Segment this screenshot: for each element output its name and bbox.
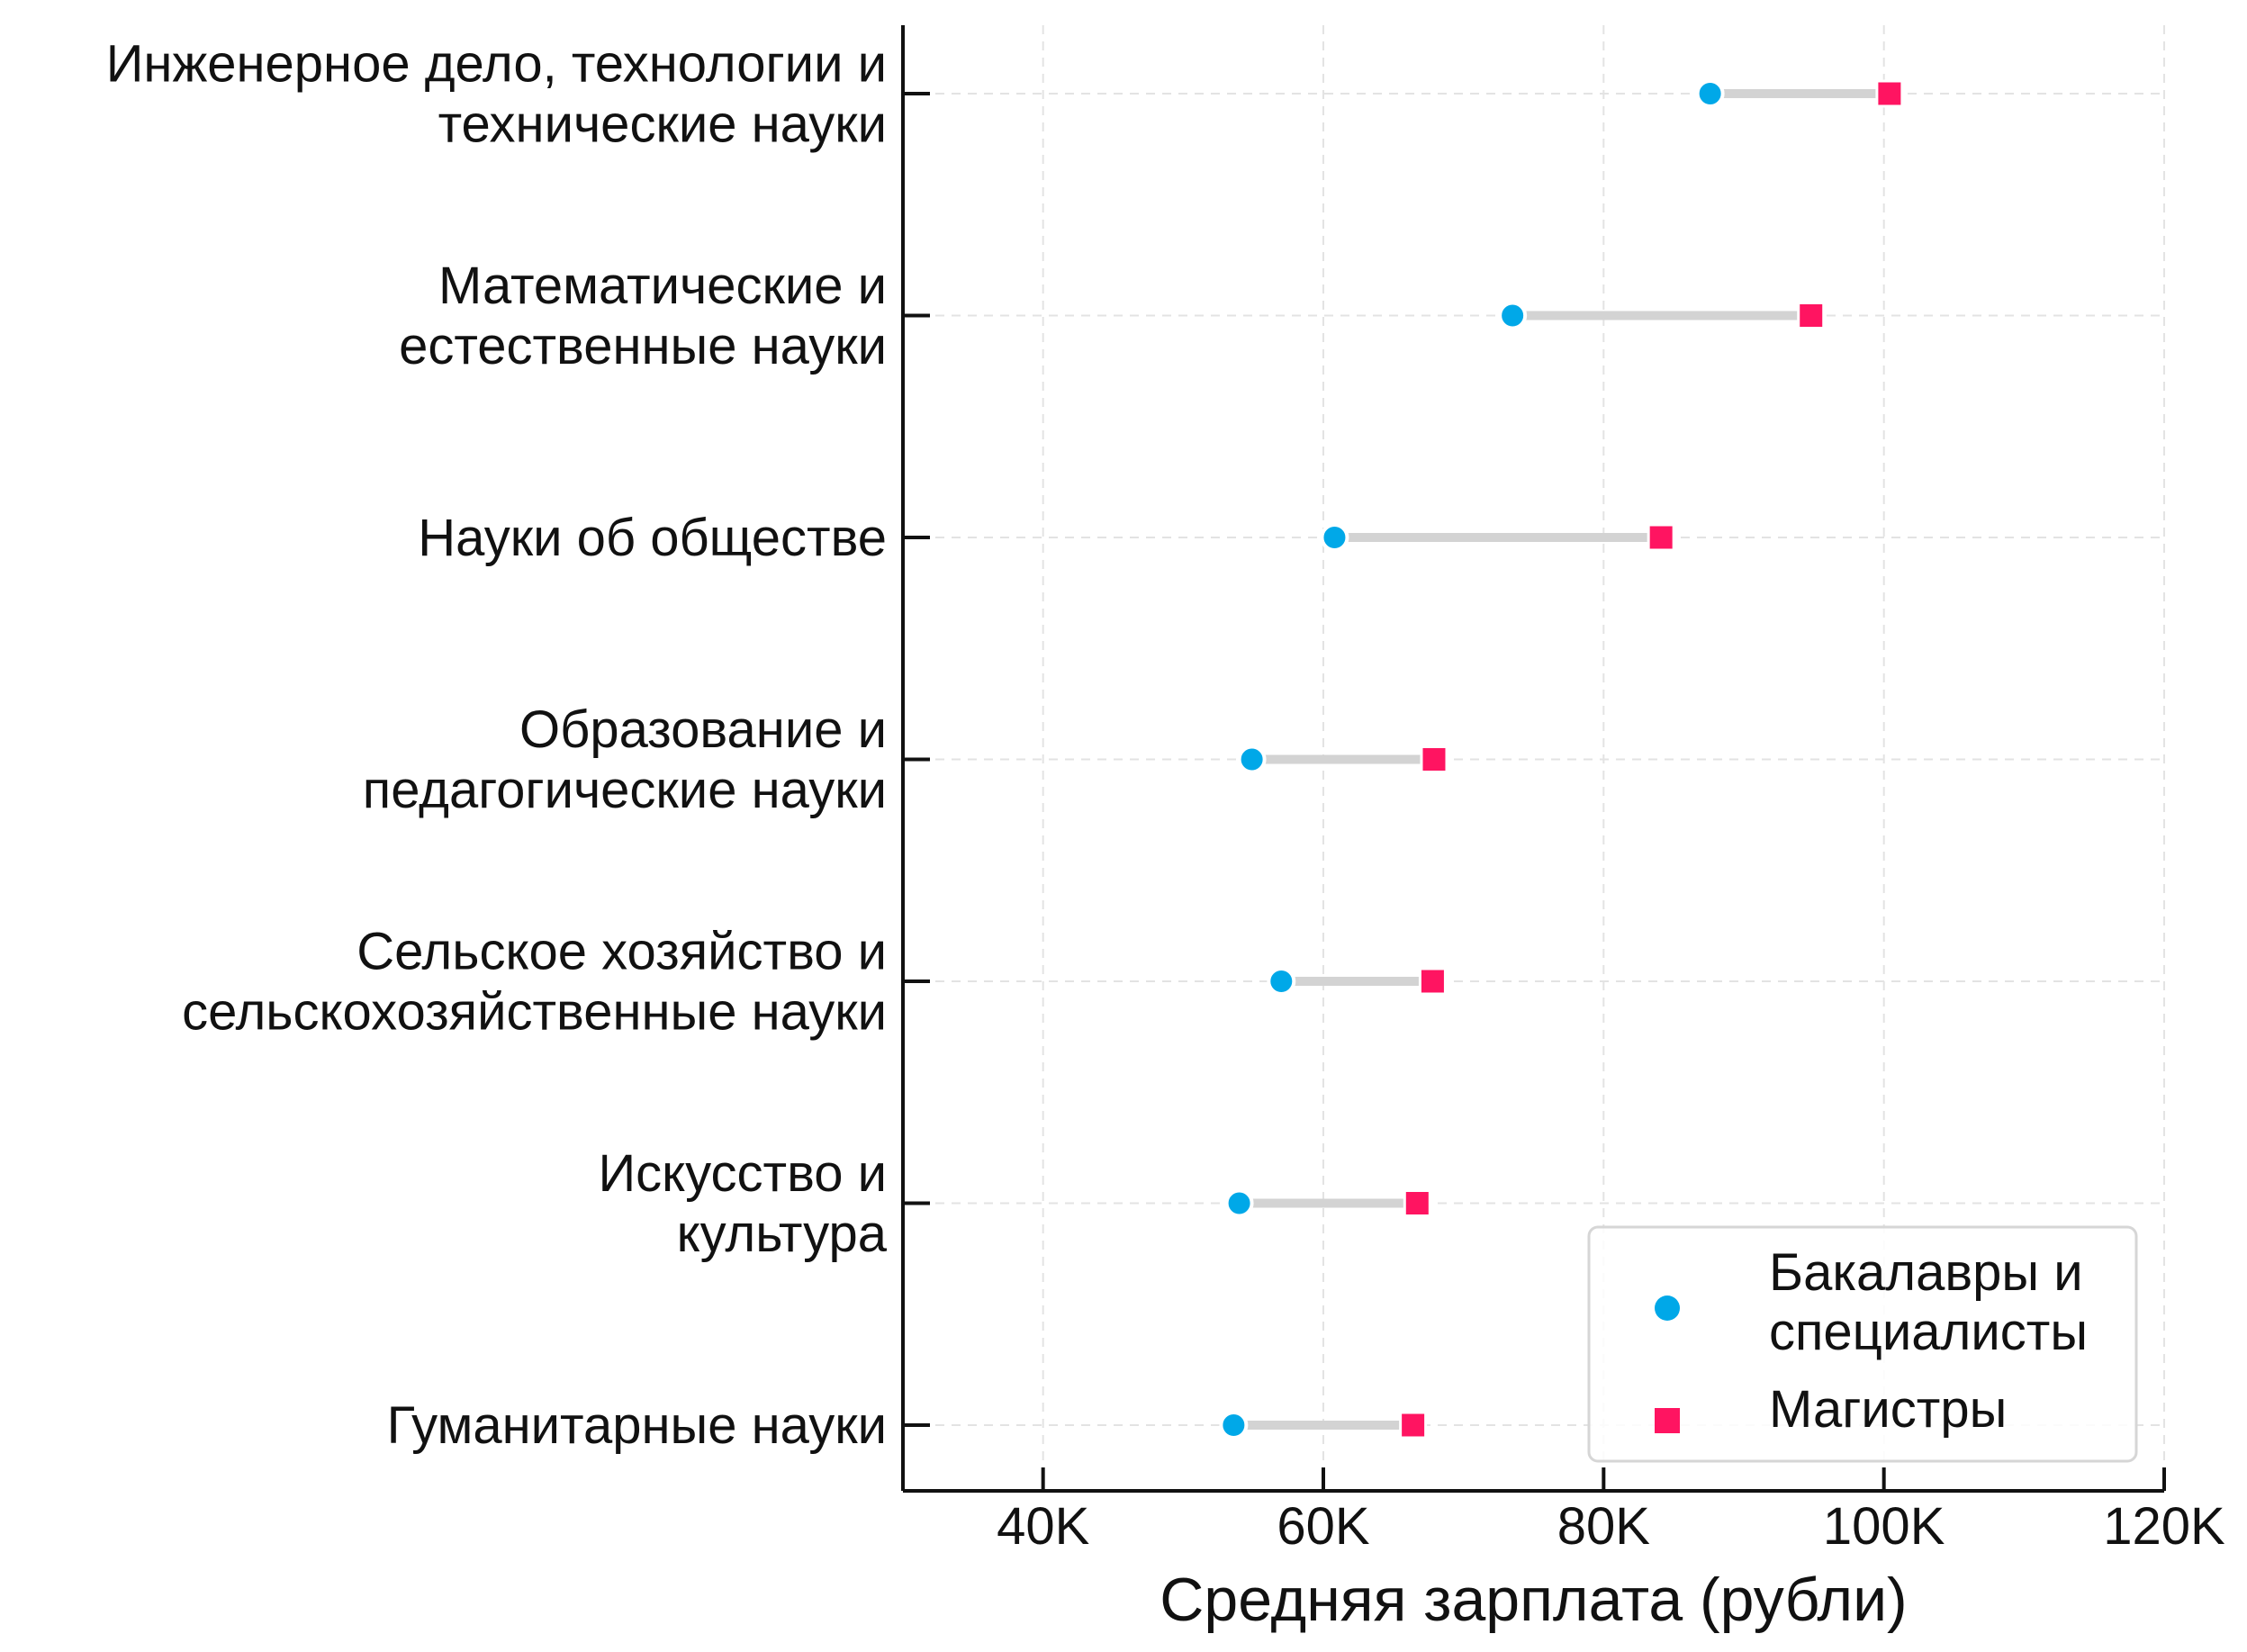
legend-box xyxy=(1587,1225,2138,1463)
master-point xyxy=(1797,302,1826,329)
legend: Бакалавры и специалисты Магистры xyxy=(1587,1225,2138,1463)
category-label-line: естественные науки xyxy=(399,317,887,375)
category-label: Искусство и культура xyxy=(598,1144,887,1263)
category-label: Сельское хозяйство и сельскохозяйственные… xyxy=(182,923,887,1042)
category-label-line: педагогические науки xyxy=(363,761,887,819)
category-label: Математические и естественные науки xyxy=(399,257,887,375)
labels: 40K 60K 80K 100K 120K Инженерное дело, технол… xyxy=(106,35,2225,1635)
category-label-line: Науки об обществе xyxy=(418,509,887,567)
legend-bachelor-label: Бакалавры и специалисты xyxy=(1769,1243,2088,1361)
category-label-line: Гуманитарные науки xyxy=(387,1396,887,1455)
legend-label-line: Магистры xyxy=(1769,1380,2007,1439)
legend-master-marker xyxy=(1655,1408,1680,1433)
bachelor-point xyxy=(1267,967,1296,996)
category-label-line: культура xyxy=(677,1205,888,1263)
category-label: Образование и педагогические науки xyxy=(363,700,887,819)
category-label: Гуманитарные науки xyxy=(387,1396,887,1455)
legend-master-label: Магистры xyxy=(1769,1380,2007,1439)
x-tick-label: 120K xyxy=(2103,1497,2225,1556)
master-point xyxy=(1399,1411,1428,1440)
category-label-line: Инженерное дело, технологии и xyxy=(106,35,887,94)
category-label: Инженерное дело, технологии и технические… xyxy=(106,35,887,154)
x-tick-label: 40K xyxy=(997,1497,1090,1556)
legend-bachelor-marker xyxy=(1655,1295,1680,1321)
legend-label-line: специалисты xyxy=(1769,1303,2088,1361)
category-label-line: Образование и xyxy=(519,700,887,759)
x-tick-label: 60K xyxy=(1277,1497,1370,1556)
master-point xyxy=(1875,79,1904,108)
bachelor-point xyxy=(1237,745,1267,774)
master-point xyxy=(1420,745,1448,773)
x-axis-label: Средняя зарплата (рубли) xyxy=(1160,1566,1907,1634)
master-point xyxy=(1403,1189,1431,1217)
markers xyxy=(1219,79,1904,1440)
legend-label-line: Бакалавры и xyxy=(1769,1243,2083,1302)
master-point xyxy=(1418,967,1447,996)
bachelor-point xyxy=(1695,79,1725,108)
connectors xyxy=(1233,89,1890,1430)
category-label-line: Сельское хозяйство и xyxy=(356,923,887,981)
bachelor-point xyxy=(1498,301,1528,330)
bachelor-point xyxy=(1219,1411,1249,1440)
category-label-line: технические науки xyxy=(438,95,887,154)
axes xyxy=(901,25,2166,1493)
category-label-line: Математические и xyxy=(438,257,887,315)
master-point xyxy=(1647,523,1675,552)
category-label: Науки об обществе xyxy=(418,509,887,567)
x-tick-label: 100K xyxy=(1823,1497,1945,1556)
category-label-line: сельскохозяйственные науки xyxy=(182,983,887,1042)
x-tick-label: 80K xyxy=(1557,1497,1651,1556)
category-label-line: Искусство и xyxy=(598,1144,887,1203)
bachelor-point xyxy=(1224,1188,1254,1218)
bachelor-point xyxy=(1320,523,1349,552)
